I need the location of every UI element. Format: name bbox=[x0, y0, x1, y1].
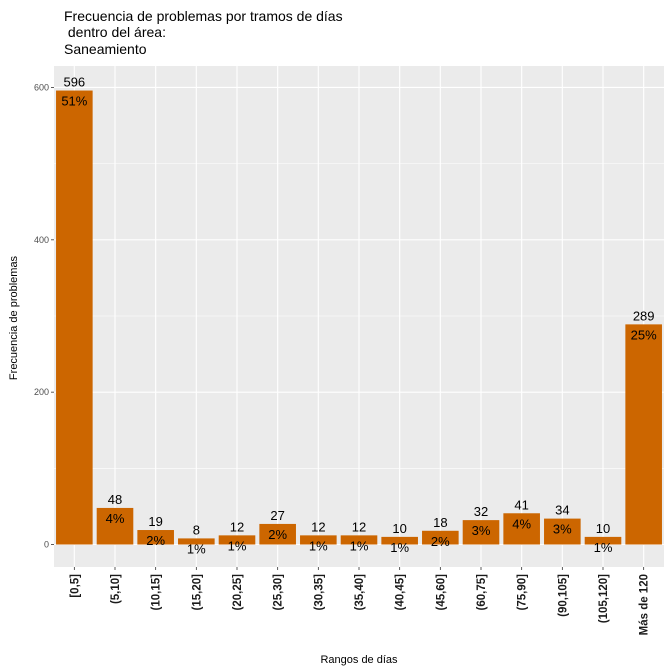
bar bbox=[137, 530, 174, 545]
bar-value-label: 12 bbox=[352, 519, 366, 534]
chart-title-line-1: Frecuencia de problemas por tramos de dí… bbox=[64, 8, 343, 24]
bar bbox=[544, 518, 581, 545]
bar-percent-label: 1% bbox=[309, 538, 328, 553]
x-tick-label: (60,75] bbox=[476, 574, 488, 611]
bar-value-label: 10 bbox=[392, 521, 406, 536]
bar bbox=[340, 535, 378, 545]
chart-title-line-3: Saneamiento bbox=[64, 41, 147, 57]
bar bbox=[462, 520, 500, 545]
y-tick-label: 0 bbox=[44, 540, 49, 550]
bar bbox=[625, 324, 662, 545]
bar bbox=[422, 530, 459, 545]
bar-percent-label: 3% bbox=[553, 522, 572, 537]
x-tick-label: (75,90] bbox=[517, 574, 529, 611]
x-tick-label: (105,120] bbox=[598, 574, 610, 623]
bar-percent-label: 2% bbox=[268, 527, 287, 542]
value-labels: 596 48 19 8 12 27 12 12 10 18 32 41 34 10 289 bbox=[63, 75, 654, 538]
bar-percent-label: 1% bbox=[390, 540, 409, 555]
bar-value-label: 8 bbox=[193, 522, 200, 537]
bar-value-label: 19 bbox=[148, 514, 162, 529]
bar-value-label: 10 bbox=[596, 521, 610, 536]
bar-value-label: 48 bbox=[108, 492, 122, 507]
bar-percent-label: 2% bbox=[146, 533, 165, 548]
percent-labels: 51% 4% 2% 1% 1% 2% 1% 1% 1% 2% 3% 4% 3% 1% 25% bbox=[61, 94, 657, 557]
bar-percent-label: 4% bbox=[512, 516, 531, 531]
bar-percent-label: 1% bbox=[594, 540, 613, 555]
bar-percent-label: 3% bbox=[472, 523, 491, 538]
bar-percent-label: 25% bbox=[631, 327, 657, 342]
bar bbox=[218, 535, 256, 545]
bar-percent-label: 1% bbox=[350, 538, 369, 553]
bars bbox=[56, 90, 662, 545]
bar bbox=[300, 535, 337, 545]
x-tick-label: (25,30] bbox=[273, 574, 285, 611]
bar bbox=[259, 523, 296, 545]
bar bbox=[584, 536, 622, 545]
x-tick-label: (45,60] bbox=[435, 574, 447, 611]
bar-value-label: 27 bbox=[270, 508, 284, 523]
x-tick-label: (90,105] bbox=[557, 574, 569, 617]
x-tick-label: (15,20] bbox=[191, 574, 203, 611]
chart-title: Frecuencia de problemas por tramos de dí… bbox=[64, 8, 343, 57]
y-axis-title: Frecuencia de problemas bbox=[8, 255, 20, 380]
bar-percent-label: 4% bbox=[106, 511, 125, 526]
bar-value-label: 18 bbox=[433, 515, 447, 530]
x-tick-label: (10,15] bbox=[151, 574, 163, 611]
bar bbox=[96, 507, 134, 545]
bar-value-label: 12 bbox=[311, 519, 325, 534]
y-tick-label: 400 bbox=[34, 235, 49, 245]
bar-value-label: 289 bbox=[633, 308, 655, 323]
x-tick-label: Más de 120 bbox=[639, 574, 651, 635]
bar-value-label: 12 bbox=[230, 519, 244, 534]
bar-percent-label: 1% bbox=[228, 538, 247, 553]
x-tick-label: [0,5] bbox=[69, 574, 81, 598]
y-axis: 0 200 400 600 bbox=[34, 82, 54, 550]
bar-percent-label: 2% bbox=[431, 534, 450, 549]
x-tick-label: (30,35] bbox=[313, 574, 325, 611]
bar-value-label: 41 bbox=[514, 497, 528, 512]
y-tick-label: 200 bbox=[34, 387, 49, 397]
x-tick-label: (5,10] bbox=[110, 574, 122, 604]
bar-percent-label: 51% bbox=[61, 94, 87, 109]
y-tick-label: 600 bbox=[34, 82, 49, 92]
x-tick-label: (20,25] bbox=[232, 574, 244, 611]
bar bbox=[56, 90, 93, 545]
x-axis-title: Rangos de días bbox=[320, 654, 398, 666]
x-tick-label: (35,40] bbox=[354, 574, 366, 611]
bar-value-label: 32 bbox=[474, 504, 488, 519]
bar bbox=[381, 536, 418, 545]
bar bbox=[178, 538, 215, 545]
bar-percent-label: 1% bbox=[187, 541, 206, 556]
bar-value-label: 596 bbox=[63, 75, 85, 90]
bar-value-label: 34 bbox=[555, 503, 569, 518]
bar bbox=[503, 513, 540, 545]
chart-title-line-2: dentro del área: bbox=[64, 24, 166, 40]
x-axis: [0,5] (5,10] (10,15] (15,20] (20,25] (25,30] (… bbox=[69, 567, 651, 635]
x-tick-label: (40,45] bbox=[395, 574, 407, 611]
